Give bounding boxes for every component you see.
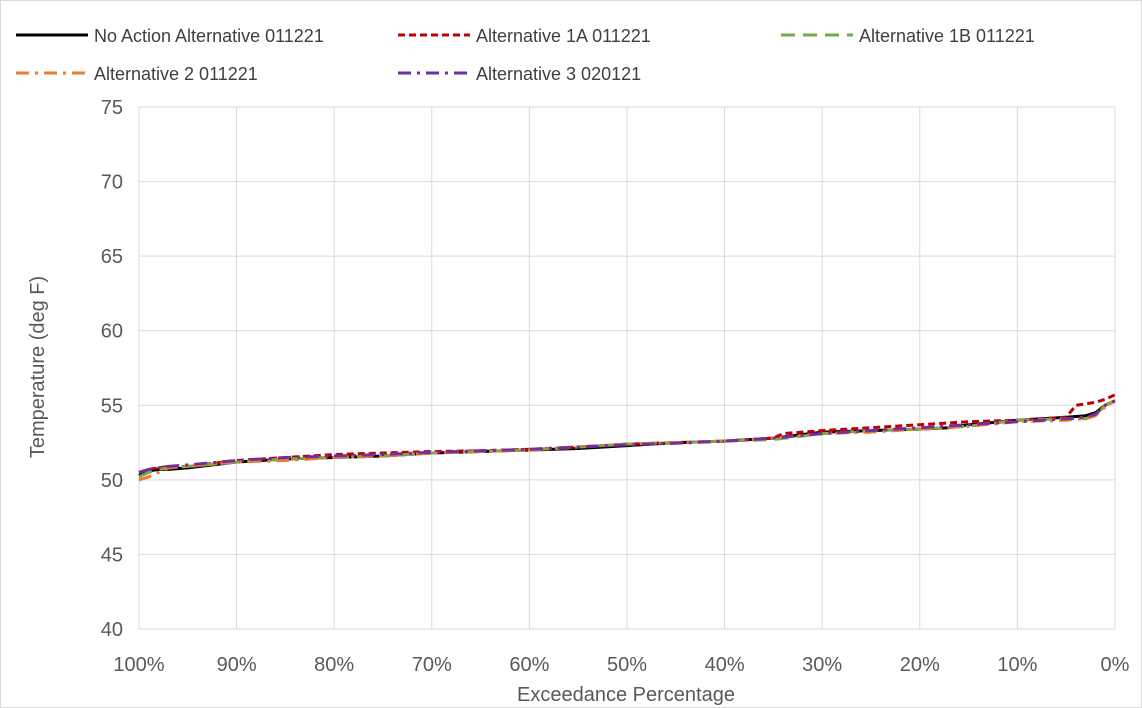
legend-label: Alternative 2 011221 xyxy=(94,64,258,84)
y-axis-title: Temperature (deg F) xyxy=(27,276,49,458)
y-tick-label: 75 xyxy=(101,97,123,119)
x-tick-label: 0% xyxy=(1101,654,1130,676)
y-tick-label: 50 xyxy=(101,470,123,492)
legend-label: Alternative 3 020121 xyxy=(476,64,641,84)
grid xyxy=(138,106,1116,630)
x-tick-label: 90% xyxy=(217,654,257,676)
series-lines xyxy=(138,393,1116,482)
x-tick-label: 10% xyxy=(997,654,1037,676)
y-tick-label: 45 xyxy=(101,544,123,566)
y-tick-label: 40 xyxy=(101,619,123,641)
x-tick-label: 40% xyxy=(705,654,745,676)
y-tick-label: 55 xyxy=(101,395,123,417)
legend: No Action Alternative 011221 Alternative … xyxy=(16,26,1035,84)
x-tick-label: 20% xyxy=(900,654,940,676)
y-tick-label: 65 xyxy=(101,246,123,268)
x-tick-label: 70% xyxy=(412,654,452,676)
x-tick-label: 60% xyxy=(509,654,549,676)
y-tick-label: 60 xyxy=(101,321,123,343)
legend-label: Alternative 1A 011221 xyxy=(476,26,651,46)
y-axis-ticks: 40 45 50 55 60 65 70 75 xyxy=(101,97,123,641)
x-tick-label: 50% xyxy=(607,654,647,676)
x-tick-label: 30% xyxy=(802,654,842,676)
legend-label: Alternative 1B 011221 xyxy=(859,26,1035,46)
x-axis-ticks: 100% 90% 80% 70% 60% 50% 40% 30% 20% 10% 0% xyxy=(113,654,1129,676)
x-tick-label: 100% xyxy=(113,654,164,676)
x-axis-title: Exceedance Percentage xyxy=(517,684,735,706)
y-tick-label: 70 xyxy=(101,172,123,194)
series-line xyxy=(138,399,1116,474)
legend-label: No Action Alternative 011221 xyxy=(94,26,324,46)
x-tick-label: 80% xyxy=(314,654,354,676)
